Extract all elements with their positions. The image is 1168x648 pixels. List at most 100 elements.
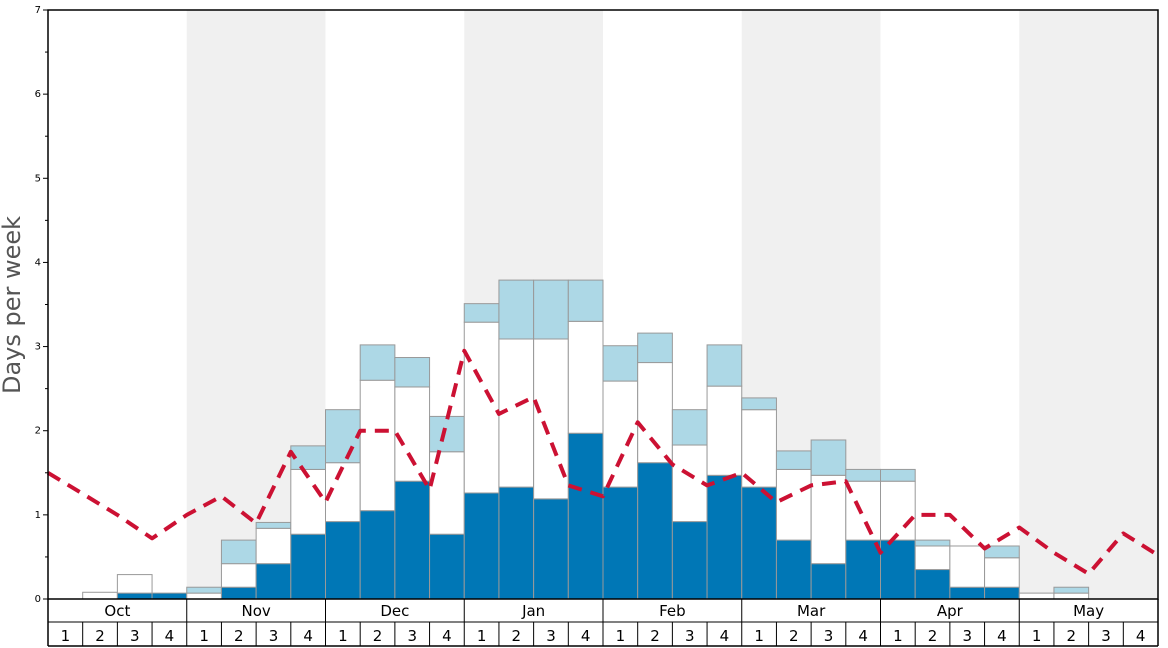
week-label: 1 xyxy=(1032,627,1042,645)
bar-light xyxy=(671,409,708,446)
y-tick-label: 7 xyxy=(35,5,41,16)
week-label: 2 xyxy=(512,627,522,645)
week-label: 4 xyxy=(997,627,1007,645)
bar-dark xyxy=(429,533,465,600)
week-label: 4 xyxy=(1136,627,1146,645)
bar-light xyxy=(984,545,1020,559)
bar-white xyxy=(949,545,986,588)
y-tick-label: 2 xyxy=(35,426,41,437)
month-label: Dec xyxy=(380,602,409,620)
bar-dark xyxy=(949,586,986,600)
week-label: 1 xyxy=(754,627,764,645)
bar-white xyxy=(82,591,118,600)
month-label: Feb xyxy=(659,602,686,620)
bar-light xyxy=(775,450,812,470)
week-label: 1 xyxy=(893,627,903,645)
y-axis-label: Days per week xyxy=(0,216,26,394)
bar-white xyxy=(429,451,465,535)
bar-white xyxy=(567,320,604,434)
y-tick-label: 6 xyxy=(35,89,41,100)
bar-dark xyxy=(151,592,188,600)
bar-dark xyxy=(880,539,916,600)
week-label: 3 xyxy=(824,627,834,645)
bar-white xyxy=(984,557,1020,588)
week-label: 4 xyxy=(581,627,591,645)
bar-dark xyxy=(567,432,604,600)
week-label: 3 xyxy=(685,627,695,645)
bar-dark xyxy=(810,563,847,600)
bar-white xyxy=(741,409,777,488)
bar-light xyxy=(741,397,777,411)
bar-white xyxy=(255,527,292,565)
bar-dark xyxy=(255,563,292,600)
week-label: 2 xyxy=(95,627,105,645)
bar-dark xyxy=(220,586,257,600)
bar-dark xyxy=(394,480,431,600)
month-label: Nov xyxy=(241,602,270,620)
month-label: Oct xyxy=(104,602,130,620)
bar-dark xyxy=(637,462,673,600)
bar-white xyxy=(810,474,847,565)
week-label: 1 xyxy=(616,627,626,645)
month-shade xyxy=(1019,10,1158,599)
bar-dark xyxy=(984,586,1020,600)
bar-light xyxy=(498,279,535,340)
week-label: 3 xyxy=(962,627,972,645)
week-label: 1 xyxy=(477,627,487,645)
bar-dark xyxy=(914,569,951,600)
bar-white xyxy=(637,362,673,464)
bar-light xyxy=(359,344,396,381)
bar-white xyxy=(1053,592,1090,600)
bar-light xyxy=(255,521,292,529)
week-label: 2 xyxy=(234,627,244,645)
week-label: 3 xyxy=(269,627,279,645)
week-label: 1 xyxy=(338,627,348,645)
y-axis: 0 1 2 3 4 5 6 7 xyxy=(35,5,48,605)
bar-light xyxy=(463,303,500,323)
bar-dark xyxy=(602,486,639,600)
bar-light xyxy=(220,539,257,565)
week-label: 3 xyxy=(130,627,140,645)
week-label: 4 xyxy=(165,627,175,645)
bar-white xyxy=(220,563,257,588)
bar-dark xyxy=(775,539,812,600)
bar-light xyxy=(810,439,847,476)
bar-dark xyxy=(116,592,153,600)
bar-dark xyxy=(706,474,743,600)
bar-light xyxy=(186,586,222,594)
week-label: 4 xyxy=(303,627,313,645)
week-label: 2 xyxy=(1067,627,1077,645)
week-label: 2 xyxy=(373,627,383,645)
bar-white xyxy=(116,574,153,594)
bar-light xyxy=(602,345,639,382)
y-tick-label: 0 xyxy=(35,594,41,605)
bar-light xyxy=(533,279,569,340)
month-label: May xyxy=(1073,602,1104,620)
y-tick-label: 5 xyxy=(35,173,41,184)
week-label: 4 xyxy=(720,627,730,645)
bar-light xyxy=(914,539,951,547)
bar-light xyxy=(880,468,916,482)
week-label: 2 xyxy=(928,627,938,645)
month-label: Apr xyxy=(937,602,964,620)
y-tick-label: 4 xyxy=(35,257,41,268)
bar-white xyxy=(463,321,500,494)
bar-light xyxy=(845,468,881,482)
bar-white xyxy=(394,386,431,482)
bar-dark xyxy=(741,486,777,600)
bar-light xyxy=(567,279,604,322)
bar-white xyxy=(359,379,396,512)
bar-light xyxy=(325,409,361,464)
week-label: 4 xyxy=(858,627,868,645)
bar-dark xyxy=(290,533,326,600)
bar-light xyxy=(429,415,465,453)
week-label: 2 xyxy=(650,627,660,645)
bar-white xyxy=(290,468,326,535)
y-tick-label: 3 xyxy=(35,342,41,353)
bar-white xyxy=(706,385,743,476)
week-label: 3 xyxy=(407,627,417,645)
bar-white xyxy=(186,592,222,600)
month-label: Mar xyxy=(797,602,826,620)
week-label: 3 xyxy=(1101,627,1111,645)
